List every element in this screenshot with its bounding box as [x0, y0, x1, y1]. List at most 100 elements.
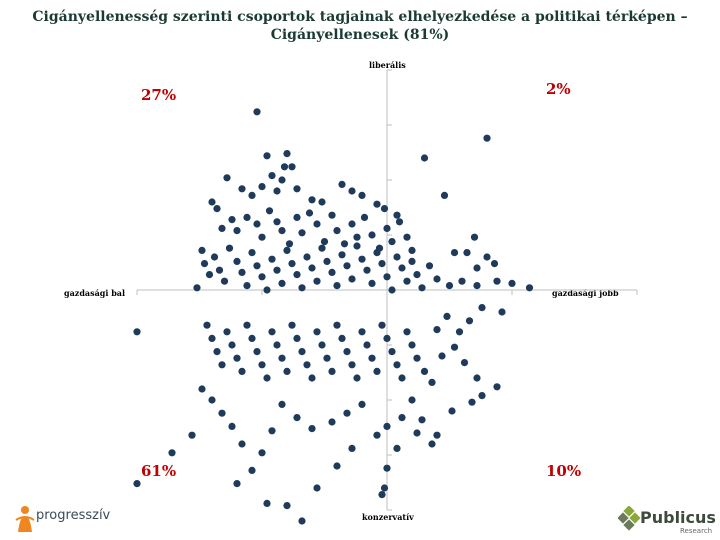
data-point-193	[263, 499, 271, 507]
data-point-63	[193, 284, 201, 292]
data-point-192	[233, 480, 241, 488]
data-point-146	[328, 367, 336, 375]
data-point-15	[338, 180, 346, 188]
data-point-165	[428, 378, 436, 386]
data-point-157	[383, 334, 391, 342]
data-point-48	[333, 227, 341, 235]
data-point-35	[243, 213, 251, 221]
data-point-141	[303, 361, 311, 369]
data-point-115	[478, 304, 486, 312]
data-point-206	[468, 398, 476, 406]
data-point-159	[393, 361, 401, 369]
data-point-10	[258, 183, 266, 191]
data-point-179	[293, 414, 301, 422]
data-points	[133, 108, 534, 525]
data-point-85	[318, 244, 326, 252]
data-point-183	[248, 466, 256, 474]
data-point-199	[378, 491, 386, 499]
data-point-162	[408, 341, 416, 349]
data-point-111	[493, 277, 501, 285]
data-point-11	[273, 187, 281, 195]
data-point-32	[218, 224, 226, 232]
data-point-50	[348, 220, 356, 228]
data-point-155	[373, 367, 381, 375]
data-point-136	[278, 354, 286, 362]
data-point-74	[263, 286, 271, 294]
data-point-18	[373, 200, 381, 208]
data-point-3	[280, 163, 289, 171]
data-point-51	[353, 233, 361, 241]
data-point-7	[223, 174, 231, 182]
data-point-42	[293, 213, 301, 221]
quadrant-top-right-percent: 2%	[546, 80, 571, 98]
data-point-68	[233, 257, 241, 265]
data-point-140	[298, 348, 306, 356]
data-point-103	[408, 257, 416, 265]
data-point-33	[228, 216, 236, 224]
data-point-175	[358, 400, 366, 408]
progressziv-logo-text: progresszív	[36, 508, 111, 523]
data-point-82	[303, 253, 311, 261]
data-point-46	[320, 238, 329, 246]
data-point-169	[473, 374, 481, 382]
data-point-4	[288, 163, 296, 171]
data-point-173	[383, 422, 391, 430]
data-point-14	[318, 198, 326, 206]
data-point-176	[343, 409, 351, 417]
data-point-198	[298, 517, 306, 525]
data-point-16	[348, 187, 356, 195]
data-point-147	[333, 321, 341, 329]
data-point-41	[285, 240, 294, 248]
data-point-203	[433, 431, 441, 439]
data-point-118	[443, 312, 451, 320]
data-point-105	[418, 284, 426, 292]
data-point-191	[133, 480, 141, 488]
data-point-31	[213, 205, 221, 213]
data-point-181	[268, 427, 276, 435]
data-point-145	[323, 354, 331, 362]
data-point-125	[223, 328, 231, 336]
data-point-84	[313, 277, 321, 285]
data-point-67	[225, 244, 234, 252]
data-point-167	[450, 343, 459, 351]
data-point-186	[218, 409, 226, 417]
data-point-110	[473, 282, 481, 290]
data-point-158	[388, 348, 396, 356]
data-point-72	[253, 262, 261, 270]
data-point-40	[278, 227, 286, 235]
data-point-73	[258, 273, 266, 281]
data-point-197	[348, 444, 356, 452]
data-point-201	[383, 464, 391, 472]
data-point-65	[215, 266, 224, 274]
data-point-89	[338, 251, 346, 259]
progressziv-logo: progresszív	[14, 504, 134, 538]
data-point-28	[490, 260, 499, 268]
data-point-194	[283, 502, 291, 510]
data-point-44	[305, 209, 314, 217]
quadrant-bottom-left-percent: 61%	[141, 462, 177, 480]
data-point-204	[418, 416, 426, 424]
data-point-205	[448, 407, 456, 415]
data-point-143	[313, 328, 321, 336]
data-point-47	[328, 211, 336, 219]
data-point-80	[293, 271, 301, 279]
data-point-120	[133, 328, 141, 336]
data-point-55	[383, 224, 391, 232]
data-point-96	[373, 249, 381, 257]
data-point-76	[273, 266, 281, 274]
data-point-64	[210, 253, 219, 261]
data-point-208	[493, 383, 501, 391]
data-point-185	[228, 422, 236, 430]
data-point-26	[483, 253, 491, 261]
axes	[136, 69, 638, 511]
data-point-92	[353, 242, 361, 250]
data-point-93	[358, 255, 366, 263]
data-point-99	[388, 286, 396, 294]
data-point-116	[465, 317, 474, 325]
data-point-79	[288, 260, 296, 268]
data-point-108	[445, 282, 454, 290]
data-point-86	[323, 257, 331, 265]
data-point-188	[198, 385, 206, 393]
data-point-134	[268, 328, 276, 336]
data-point-38	[265, 207, 274, 215]
